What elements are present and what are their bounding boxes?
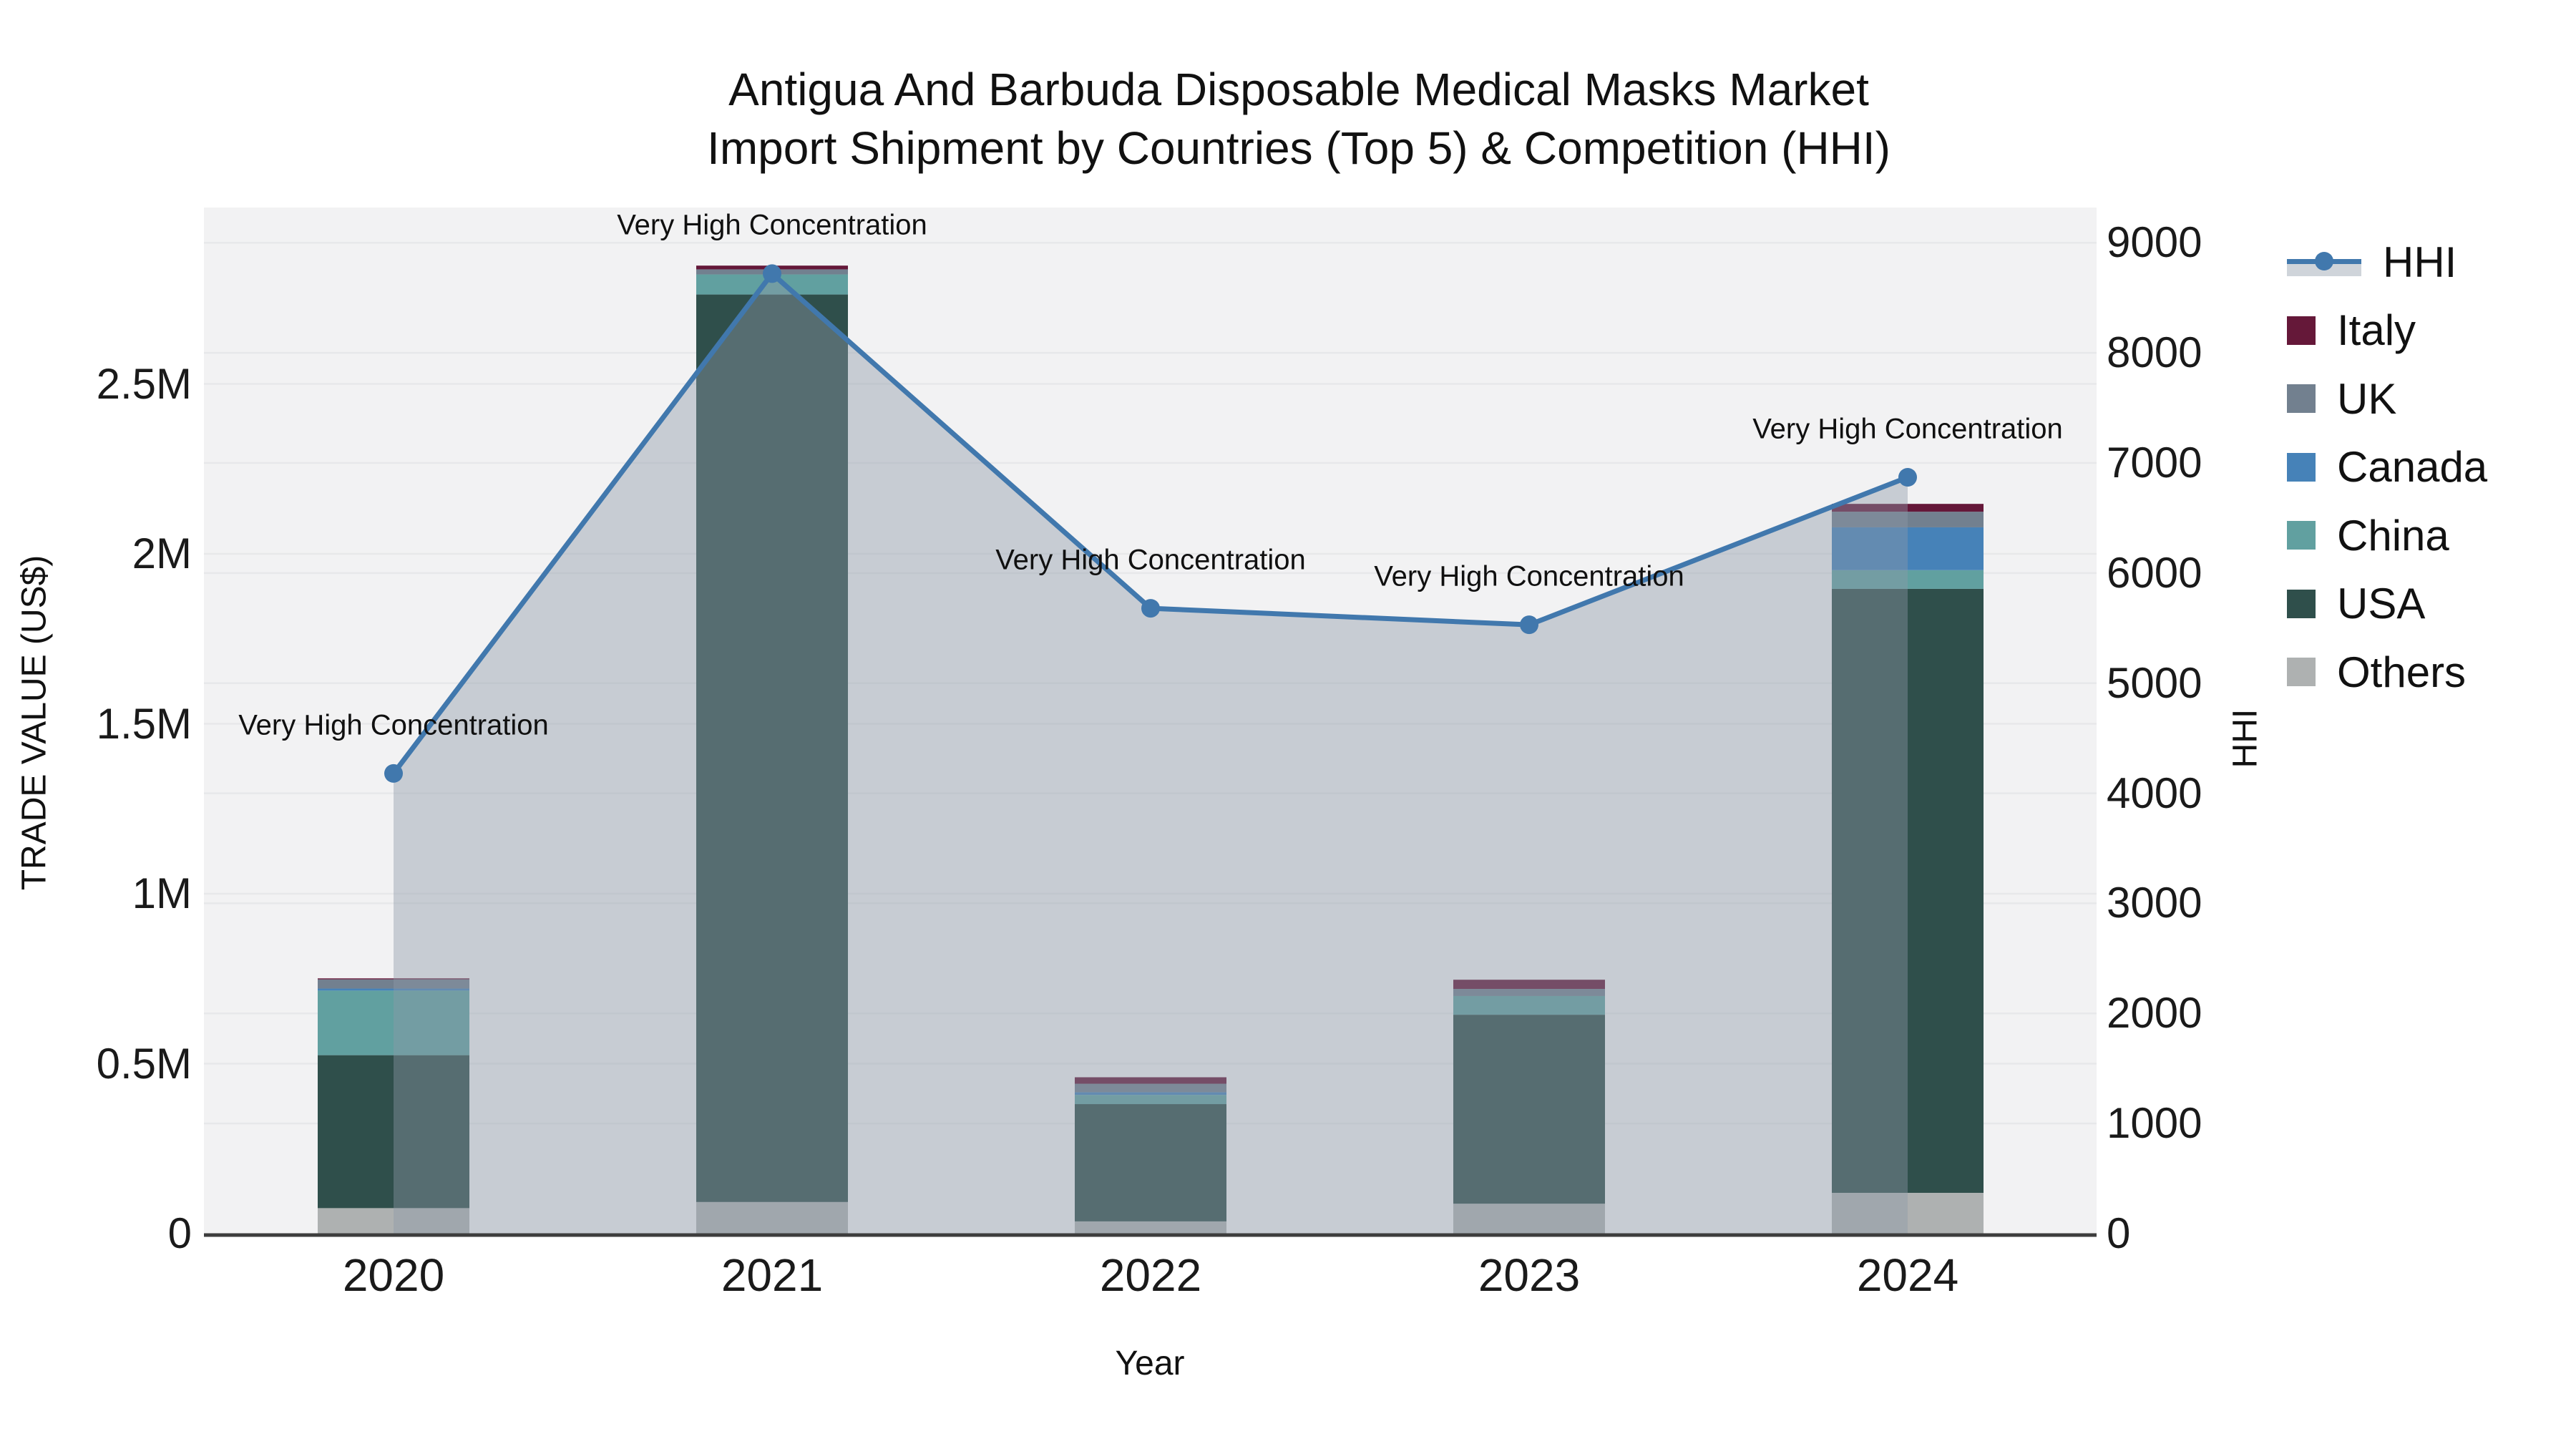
- bar-segment-2020-china[interactable]: [318, 990, 469, 1055]
- legend-label-canada: Canada: [2337, 443, 2488, 491]
- y-right-tick-2000: 2000: [2107, 989, 2202, 1038]
- y-left-tick-1.5M: 1.5M: [96, 699, 192, 748]
- y-left-tick-0.5M: 0.5M: [96, 1039, 192, 1088]
- y-right-tick-0: 0: [2107, 1209, 2131, 1257]
- legend-label-uk: UK: [2337, 374, 2397, 423]
- y-right-tick-5000: 5000: [2107, 658, 2202, 707]
- annotation-2023: Very High Concentration: [1374, 560, 1684, 592]
- hhi-marker-2021[interactable]: [763, 264, 781, 283]
- x-tick-2021: 2021: [721, 1249, 824, 1301]
- bar-segment-2022-canada[interactable]: [1075, 1092, 1226, 1096]
- x-axis-title: Year: [1115, 1345, 1185, 1382]
- bar-segment-2020-canada[interactable]: [318, 988, 469, 991]
- y-right-axis-title: HHI: [2226, 708, 2265, 769]
- bar-segment-2022-china[interactable]: [1075, 1095, 1226, 1105]
- x-tick-2020: 2020: [342, 1249, 445, 1301]
- y-left-tick-2.5M: 2.5M: [96, 359, 192, 408]
- x-tick-2022: 2022: [1099, 1249, 1202, 1301]
- bar-segment-2024-italy[interactable]: [1832, 504, 1984, 512]
- bar-segment-2022-uk[interactable]: [1075, 1083, 1226, 1093]
- bar-segment-2021-usa[interactable]: [696, 294, 848, 1202]
- y-right-tick-3000: 3000: [2107, 879, 2202, 927]
- legend-swatch-hhi: [2287, 243, 2361, 280]
- bar-segment-2023-usa[interactable]: [1453, 1015, 1605, 1204]
- bar-segment-2023-italy[interactable]: [1453, 980, 1605, 989]
- legend-swatch-canada: [2287, 452, 2316, 482]
- bar-segment-2024-usa[interactable]: [1832, 588, 1984, 1193]
- plot-background: [204, 208, 2097, 1234]
- bar-segment-2024-others[interactable]: [1832, 1193, 1984, 1234]
- bar-segment-2023-others[interactable]: [1453, 1204, 1605, 1234]
- chart-title-line2: Import Shipment by Countries (Top 5) & C…: [707, 122, 1890, 174]
- bar-segment-2022-italy[interactable]: [1075, 1077, 1226, 1084]
- y-left-tick-2M: 2M: [132, 530, 192, 577]
- hhi-area: [394, 273, 1908, 1234]
- bar-segment-2021-others[interactable]: [696, 1201, 848, 1234]
- bar-segment-2022-others[interactable]: [1075, 1221, 1226, 1234]
- bar-segment-2020-usa[interactable]: [318, 1055, 469, 1209]
- hhi-marker-swatch: [2315, 252, 2333, 270]
- bar-segment-2020-others[interactable]: [318, 1208, 469, 1234]
- y-right-tick-1000: 1000: [2107, 1099, 2202, 1148]
- y-right-tick-4000: 4000: [2107, 769, 2202, 817]
- chart-title: Antigua And Barbuda Disposable Medical M…: [21, 60, 2576, 177]
- bar-segment-2020-uk[interactable]: [318, 979, 469, 989]
- legend-label-hhi: HHI: [2383, 238, 2457, 286]
- chart-title-line1: Antigua And Barbuda Disposable Medical M…: [728, 64, 1869, 115]
- hhi-marker-2020[interactable]: [384, 763, 403, 783]
- legend-swatch-uk: [2287, 384, 2316, 413]
- legend-label-china: China: [2337, 511, 2449, 560]
- legend-item-usa[interactable]: USA: [2287, 575, 2425, 633]
- x-tick-2024: 2024: [1856, 1249, 1959, 1301]
- annotation-2020: Very High Concentration: [238, 709, 549, 741]
- legend-item-uk[interactable]: UK: [2287, 370, 2396, 427]
- annotation-2022: Very High Concentration: [995, 544, 1306, 576]
- hhi-marker-2022[interactable]: [1141, 599, 1160, 618]
- y-left-tick-1M: 1M: [132, 869, 192, 917]
- hhi-marker-2024[interactable]: [1898, 468, 1917, 487]
- legend-item-others[interactable]: Others: [2287, 643, 2466, 701]
- bar-segment-2024-uk[interactable]: [1832, 512, 1984, 527]
- y-right-tick-8000: 8000: [2107, 328, 2202, 377]
- legend-item-italy[interactable]: Italy: [2287, 302, 2416, 359]
- legend-label-others: Others: [2337, 648, 2467, 696]
- legend-label-italy: Italy: [2337, 306, 2416, 354]
- legend-swatch-china: [2287, 521, 2316, 550]
- bar-segment-2023-china[interactable]: [1453, 995, 1605, 1015]
- hhi-marker-2023[interactable]: [1520, 615, 1538, 635]
- bar-segment-2024-canada[interactable]: [1832, 527, 1984, 570]
- x-tick-2023: 2023: [1478, 1249, 1581, 1301]
- legend-swatch-others: [2287, 658, 2316, 686]
- legend-swatch-italy: [2287, 316, 2316, 345]
- legend-label-usa: USA: [2337, 580, 2426, 628]
- bar-segment-2020-italy[interactable]: [318, 978, 469, 980]
- annotation-2024: Very High Concentration: [1752, 413, 2063, 445]
- legend-swatch-usa: [2287, 589, 2316, 618]
- legend-item-china[interactable]: China: [2287, 507, 2449, 564]
- bar-segment-2023-uk[interactable]: [1453, 989, 1605, 996]
- annotation-2021: Very High Concentration: [617, 209, 927, 241]
- y-right-tick-7000: 7000: [2107, 439, 2202, 487]
- bar-segment-2024-china[interactable]: [1832, 570, 1984, 589]
- bar-segment-2022-usa[interactable]: [1075, 1104, 1226, 1221]
- y-right-tick-9000: 9000: [2107, 218, 2202, 267]
- y-right-tick-6000: 6000: [2107, 548, 2202, 597]
- legend-item-canada[interactable]: Canada: [2287, 439, 2487, 496]
- y-left-tick-0: 0: [167, 1209, 192, 1257]
- legend-item-hhi[interactable]: HHI: [2287, 233, 2457, 291]
